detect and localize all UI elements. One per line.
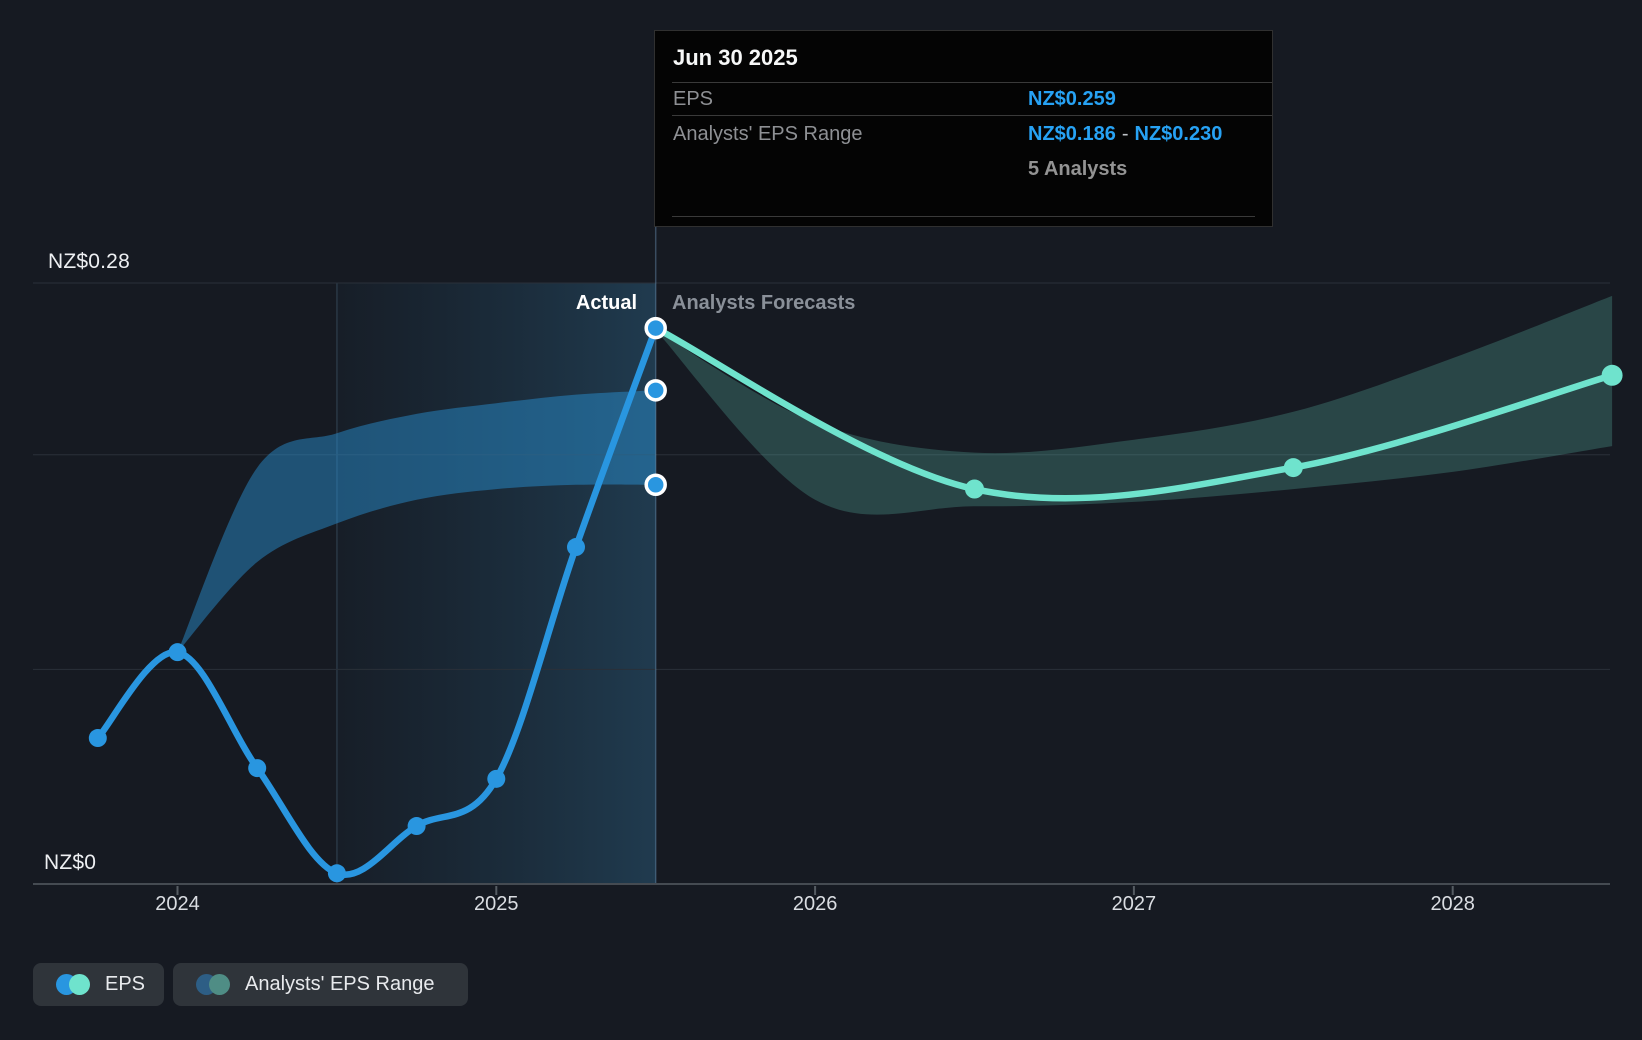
tooltip-range-low: NZ$0.186 — [1028, 123, 1116, 145]
legend-eps-label: EPS — [105, 973, 146, 995]
x-axis-label: 2024 — [155, 893, 200, 915]
eps-point-marker[interactable] — [487, 769, 506, 788]
range-legend-icon — [196, 974, 230, 995]
eps-forecast-line — [652, 324, 1616, 502]
tooltip-range-separator: - — [1121, 123, 1129, 145]
actual-section-label: Actual — [575, 292, 637, 314]
x-axis-label: 2025 — [474, 893, 519, 915]
range-endpoint-marker[interactable] — [644, 473, 667, 497]
chart-legend: EPS Analysts' EPS Range — [0, 963, 1642, 1006]
range-endpoint-marker[interactable] — [644, 379, 667, 402]
tooltip-divider — [672, 115, 1272, 116]
legend-item-analysts-eps-range[interactable]: Analysts' EPS Range — [173, 963, 468, 1006]
tooltip-range-label: Analysts' EPS Range — [673, 123, 863, 145]
tooltip-range-high: NZ$0.230 — [1134, 123, 1223, 145]
past-range-band — [177, 390, 656, 653]
eps-current-marker[interactable] — [644, 316, 667, 340]
eps-point-marker[interactable] — [168, 643, 187, 662]
x-axis-label: 2026 — [792, 893, 838, 915]
tooltip-divider — [672, 82, 1272, 83]
eps-point-marker[interactable] — [567, 538, 585, 557]
x-axis-label: 2028 — [1430, 893, 1475, 915]
forecast-point-marker[interactable] — [965, 479, 984, 499]
eps-point-marker[interactable] — [248, 759, 267, 778]
legend-item-eps[interactable]: EPS — [33, 963, 164, 1006]
x-axis-label: 2027 — [1111, 893, 1157, 915]
chart-tooltip: Jun 30 2025 EPS NZ$0.259 Analysts' EPS R… — [654, 30, 1273, 227]
legend-range-label: Analysts' EPS Range — [245, 973, 435, 995]
tooltip-range-row: Analysts' EPS Range NZ$0.186 - NZ$0.230 — [655, 116, 1272, 150]
tooltip-date-title: Jun 30 2025 — [673, 45, 798, 70]
y-axis-max-label: NZ$0.28 — [48, 250, 130, 273]
forecast-point-marker[interactable] — [1283, 458, 1303, 478]
eps-point-marker[interactable] — [88, 729, 107, 748]
y-axis-zero-label: NZ$0 — [44, 851, 97, 874]
eps-legend-icon — [56, 974, 90, 995]
tooltip-eps-value: NZ$0.259 — [1028, 88, 1116, 110]
tooltip-eps-row: EPS NZ$0.259 — [655, 83, 1272, 115]
tooltip-bottom-divider — [672, 216, 1255, 217]
forecasts-section-label: Analysts Forecasts — [672, 292, 856, 314]
forecast-range-band — [655, 295, 1613, 515]
tooltip-analysts-count: 5 Analysts — [1028, 158, 1128, 180]
past-year-highlight — [336, 283, 656, 884]
tooltip-analysts-row: 5 Analysts — [655, 150, 1272, 185]
tooltip-eps-label: EPS — [673, 88, 714, 110]
eps-point-marker[interactable] — [407, 817, 426, 836]
forecast-point-marker[interactable] — [1601, 364, 1623, 386]
eps-point-marker[interactable] — [327, 864, 346, 883]
